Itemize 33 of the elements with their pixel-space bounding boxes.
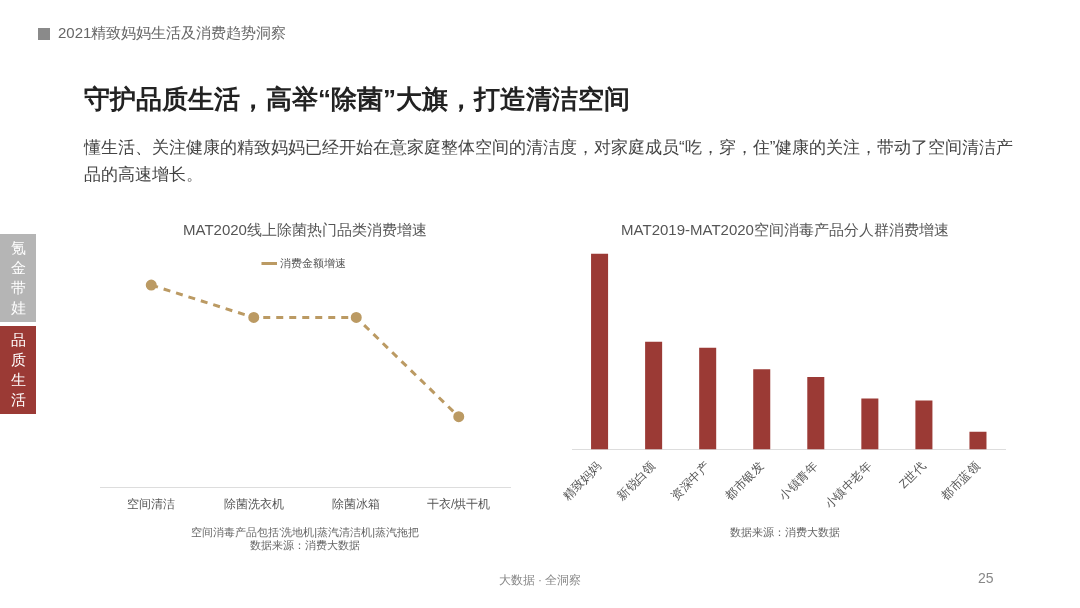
text: 空间消毒产品包括‘洗地机|蒸汽清洁机|蒸汽拖把 [189, 526, 421, 539]
x-tick-label: 除菌冰箱 [332, 497, 381, 512]
x-tick-label: 小镇青年 [776, 459, 821, 503]
text: 2021精致妈妈生活及消费趋势洞察 [58, 24, 287, 43]
bar [915, 400, 933, 450]
chart-title: MAT2019-MAT2020空间消毒产品分人群消费增速 [621, 221, 949, 239]
bar [753, 369, 771, 450]
x-tick-label: 新锐白领 [614, 459, 659, 503]
text: 氪金带娃 [10, 238, 26, 318]
text: 懂生活、关注健康的精致妈妈已经开始在意家庭整体空间的清洁度，对家庭成员“吃，穿，住”健康的关注，带动了空间清洁产品的高速增长。 [84, 137, 1014, 186]
text: 守护品质生活，高举“除菌”大旗，打造清洁空间 [84, 83, 630, 116]
source-note: 数据来源：消费大数据 [249, 539, 361, 552]
bar [699, 347, 717, 450]
x-tick-label: 干衣/烘干机 [427, 497, 491, 512]
x-tick-label: 都市银发 [722, 459, 767, 503]
bar [807, 377, 825, 450]
bar [645, 341, 663, 450]
bar [591, 253, 609, 450]
chart-title: MAT2020线上除菌热门品类消费增速 [183, 221, 427, 239]
text: 大数据 · 全洞察 [498, 573, 582, 587]
bar [969, 431, 987, 450]
x-tick-label: 都市蓝领 [938, 459, 983, 503]
x-tick-label: 空间清洁 [127, 497, 176, 512]
legend-label: 消费金额增速 [280, 256, 347, 269]
x-tick-label: 资深中产 [668, 459, 713, 503]
x-tick-label: 除菌洗衣机 [223, 497, 284, 512]
bar [861, 398, 879, 450]
text: 品质生活 [10, 330, 26, 410]
x-tick-label: Z世代 [896, 459, 929, 492]
x-tick-label: 精致妈妈 [560, 459, 605, 503]
x-tick-label: 小镇中老年 [821, 459, 875, 512]
text: 25 [978, 570, 994, 586]
source-note: 数据来源：消费大数据 [729, 526, 841, 539]
